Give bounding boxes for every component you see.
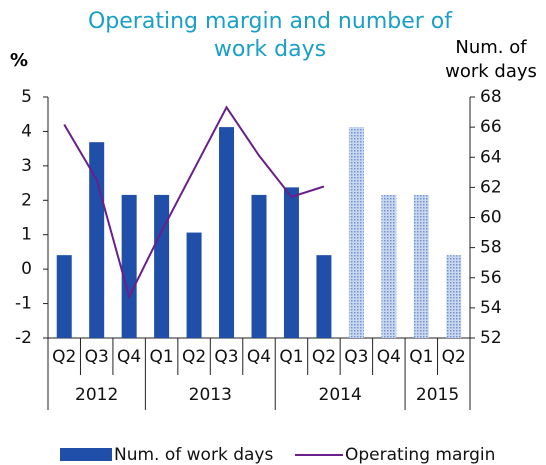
x-tick-label: Q1 bbox=[150, 347, 174, 367]
legend-label: Operating margin bbox=[345, 445, 495, 465]
bar bbox=[381, 194, 397, 338]
year-label: 2015 bbox=[416, 385, 459, 405]
y-axis-label: % bbox=[10, 50, 29, 71]
year-label: 2013 bbox=[189, 385, 232, 405]
y2-tick-label: 60 bbox=[480, 208, 502, 228]
legend-swatch bbox=[60, 448, 112, 461]
bar bbox=[316, 255, 332, 338]
line bbox=[63, 105, 325, 300]
y2-tick-label: 62 bbox=[480, 177, 502, 197]
bar bbox=[348, 127, 364, 338]
x-tick-label: Q1 bbox=[279, 347, 303, 367]
y2-tick-label: 52 bbox=[480, 328, 502, 348]
x-tick-label: Q2 bbox=[312, 347, 336, 367]
y-tick-label: 5 bbox=[21, 87, 32, 107]
x-tick-label: Q4 bbox=[377, 347, 401, 367]
bar bbox=[219, 127, 235, 338]
bar bbox=[121, 194, 137, 338]
x-tick-label: Q3 bbox=[214, 347, 238, 367]
y-tick-label: 0 bbox=[21, 259, 32, 279]
x-tick-label: Q2 bbox=[182, 347, 206, 367]
bar bbox=[283, 187, 299, 338]
legend-label: Num. of work days bbox=[114, 445, 273, 465]
y-tick-label: 2 bbox=[21, 190, 32, 210]
bar bbox=[56, 255, 72, 338]
y2-axis-label: Num. of work days bbox=[445, 37, 537, 82]
y2-tick-label: 54 bbox=[480, 298, 502, 318]
y-tick-label: -1 bbox=[15, 294, 32, 314]
x-tick-label: Q4 bbox=[247, 347, 271, 367]
x-tick-label: Q2 bbox=[442, 347, 466, 367]
y2-tick-label: 68 bbox=[480, 87, 502, 107]
bar bbox=[413, 194, 429, 338]
y-tick-label: 1 bbox=[21, 225, 32, 245]
bar bbox=[446, 255, 462, 338]
chart-title: Operating margin and number of work days bbox=[87, 9, 452, 62]
bar bbox=[186, 232, 202, 338]
y2-tick-label: 56 bbox=[480, 268, 502, 288]
x-tick-label: Q2 bbox=[52, 347, 76, 367]
y2-tick-label: 64 bbox=[480, 147, 502, 167]
x-tick-label: Q1 bbox=[409, 347, 433, 367]
x-tick-label: Q4 bbox=[117, 347, 141, 367]
y-tick-label: 3 bbox=[21, 156, 32, 176]
y2-tick-label: 58 bbox=[480, 238, 502, 258]
y-tick-label: -2 bbox=[15, 328, 32, 348]
y2-tick-label: 66 bbox=[480, 117, 502, 137]
bar bbox=[251, 194, 267, 338]
x-tick-label: Q3 bbox=[85, 347, 109, 367]
x-tick-label: Q3 bbox=[344, 347, 368, 367]
y-tick-label: 4 bbox=[21, 121, 32, 141]
year-label: 2014 bbox=[319, 385, 362, 405]
bar bbox=[154, 194, 170, 338]
year-label: 2012 bbox=[75, 385, 118, 405]
